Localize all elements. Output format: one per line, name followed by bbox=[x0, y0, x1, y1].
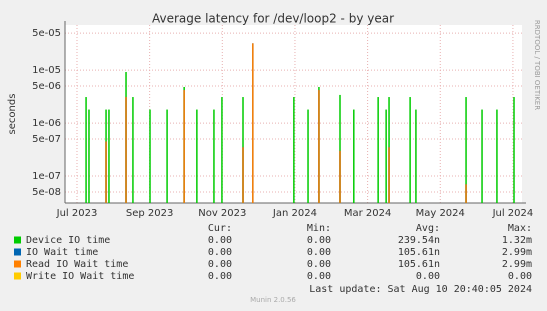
spike bbox=[293, 97, 295, 203]
watermark: RRDTOOL / TOBI OETIKER bbox=[533, 20, 541, 110]
spike bbox=[88, 109, 90, 203]
legend-value: 0.00 bbox=[208, 259, 232, 270]
x-tick-label: Jul 2024 bbox=[492, 208, 534, 219]
legend-value: 105.61n bbox=[398, 247, 440, 258]
legend-value: 105.61n bbox=[398, 259, 440, 270]
spike bbox=[353, 109, 355, 203]
spike bbox=[415, 109, 417, 203]
y-tick-label: 5e-05 bbox=[32, 28, 61, 39]
spike bbox=[149, 109, 151, 203]
x-tick-label: Nov 2023 bbox=[198, 208, 246, 219]
legend-value: 0.00 bbox=[208, 271, 232, 282]
legend-swatch bbox=[14, 272, 21, 280]
legend-header: Avg: bbox=[416, 223, 440, 234]
spike bbox=[377, 97, 379, 203]
spike bbox=[85, 97, 87, 203]
legend-value: 0.00 bbox=[307, 235, 331, 246]
x-tick-label: Mar 2024 bbox=[344, 208, 392, 219]
spike bbox=[221, 97, 223, 203]
spike bbox=[385, 109, 387, 203]
spike bbox=[496, 109, 498, 203]
spike bbox=[125, 97, 127, 203]
spike bbox=[388, 147, 390, 203]
y-tick-label: 5e-06 bbox=[32, 81, 61, 92]
spike bbox=[105, 141, 107, 203]
spike bbox=[213, 109, 215, 203]
spike bbox=[307, 109, 309, 203]
legend-header: Max: bbox=[508, 223, 532, 234]
legend-value: 0.00 bbox=[307, 271, 331, 282]
legend-header: Cur: bbox=[208, 223, 232, 234]
legend-label: Device IO time bbox=[26, 235, 110, 246]
legend-label: Write IO Wait time bbox=[26, 271, 134, 282]
x-tick-label: Sep 2023 bbox=[126, 208, 173, 219]
y-axis-label: seconds bbox=[7, 94, 18, 135]
legend-label: IO Wait time bbox=[26, 247, 98, 258]
y-tick-label: 1e-07 bbox=[32, 171, 61, 182]
x-tick-label: May 2024 bbox=[416, 208, 465, 219]
spike bbox=[481, 109, 483, 203]
legend-value: 239.54n bbox=[398, 235, 440, 246]
legend-value: 0.00 bbox=[307, 259, 331, 270]
legend-header: Min: bbox=[307, 223, 331, 234]
spike bbox=[183, 90, 185, 203]
y-tick-label: 5e-07 bbox=[32, 134, 61, 145]
spike bbox=[318, 90, 320, 203]
spike bbox=[196, 109, 198, 203]
spike bbox=[339, 150, 341, 203]
chart-title: Average latency for /dev/loop2 - by year bbox=[152, 12, 394, 26]
spike bbox=[108, 109, 110, 203]
spike bbox=[166, 109, 168, 203]
legend-swatch bbox=[14, 260, 21, 268]
last-update: Last update: Sat Aug 10 20:40:05 2024 bbox=[309, 284, 532, 295]
y-tick-label: 5e-08 bbox=[32, 187, 61, 198]
y-tick-label: 1e-06 bbox=[32, 118, 61, 129]
legend-value: 0.00 bbox=[416, 271, 440, 282]
generator: Munin 2.0.56 bbox=[250, 296, 296, 304]
legend-value: 2.99m bbox=[502, 247, 532, 258]
spike bbox=[465, 184, 467, 203]
legend-value: 0.00 bbox=[208, 235, 232, 246]
legend-value: 1.32m bbox=[502, 235, 532, 246]
x-tick-label: Jul 2023 bbox=[56, 208, 98, 219]
legend-value: 0.00 bbox=[508, 271, 532, 282]
legend-label: Read IO Wait time bbox=[26, 259, 128, 270]
y-tick-label: 1e-05 bbox=[32, 65, 61, 76]
x-tick-label: Jan 2024 bbox=[272, 208, 317, 219]
legend-value: 0.00 bbox=[307, 247, 331, 258]
spike bbox=[339, 94, 341, 203]
legend-swatch bbox=[14, 248, 21, 256]
legend-value: 2.99m bbox=[502, 259, 532, 270]
spike bbox=[132, 97, 134, 203]
legend-value: 0.00 bbox=[208, 247, 232, 258]
spike bbox=[409, 97, 411, 203]
spike bbox=[465, 97, 467, 203]
spike bbox=[242, 147, 244, 203]
spike bbox=[252, 43, 254, 204]
spike bbox=[513, 97, 515, 203]
legend-swatch bbox=[14, 236, 21, 244]
